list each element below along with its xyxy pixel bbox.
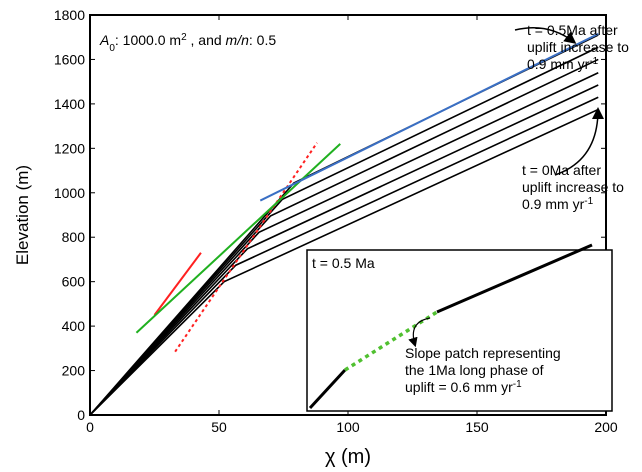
inset-arrow <box>408 317 431 348</box>
annotation-line: the 1Ma long phase of <box>405 362 544 378</box>
annotation-line: 0.9 mm yr-1 <box>522 196 594 213</box>
y-tick-label: 400 <box>62 318 86 334</box>
annotation-part: 2 <box>181 32 187 43</box>
series-line <box>174 142 318 353</box>
annotation-text: Slope patch representing <box>405 345 561 361</box>
annotation-line: Slope patch representing <box>405 345 561 361</box>
y-tick-label: 200 <box>62 363 86 379</box>
annotation-line: uplift increase to <box>527 39 629 55</box>
annotation-arrow <box>514 27 577 44</box>
y-tick-label: 1200 <box>54 140 85 156</box>
y-tick-label: 1600 <box>54 51 85 67</box>
y-tick-label: 0 <box>77 407 85 423</box>
inset-line <box>436 243 593 314</box>
x-axis-label: χ (m) <box>325 446 371 468</box>
annotation-text: t = 0Ma after <box>522 162 601 178</box>
x-tick-label: 50 <box>211 419 227 435</box>
y-tick-label: 600 <box>62 274 86 290</box>
annotation-text: t = 0.5 Ma <box>312 255 375 271</box>
x-tick-label: 0 <box>86 419 94 435</box>
annotation-text: uplift = 0.6 mm yr <box>405 379 513 395</box>
y-tick-label: 1000 <box>54 185 85 201</box>
annotation-sup: -1 <box>513 379 522 390</box>
series-line <box>89 96 599 416</box>
annotation-line: t = 0.5Ma after <box>527 22 618 38</box>
y-axis-label: Elevation (m) <box>13 165 32 265</box>
series-line <box>135 143 341 334</box>
annotation-text: uplift increase to <box>527 39 629 55</box>
annotation-line: uplift increase to <box>522 179 624 195</box>
annotation-part: A <box>99 32 109 48</box>
y-tick-label: 800 <box>62 229 86 245</box>
inset-line <box>308 368 347 410</box>
annotation-text: the 1Ma long phase of <box>405 362 544 378</box>
annotation-sup: -1 <box>584 196 593 207</box>
annotation-part: , and <box>187 32 226 48</box>
annotation-text: 0.9 mm yr <box>522 196 585 212</box>
annotation-line: uplift = 0.6 mm yr-1 <box>405 379 522 396</box>
inset-box <box>306 249 613 412</box>
annotation-line: t = 0.5 Ma <box>312 255 375 271</box>
annotation-part: : 1000.0 m <box>115 32 181 48</box>
y-tick-label: 1800 <box>54 7 85 23</box>
annotation-line: t = 0Ma after <box>522 162 601 178</box>
annotation-line: 0.9 mm yr-1 <box>527 56 599 73</box>
y-tick-label: 1400 <box>54 96 85 112</box>
annotation-text: 0.9 mm yr <box>527 56 590 72</box>
annotation-arrow <box>554 107 604 176</box>
annotation-part: : 0.5 <box>249 32 276 48</box>
x-tick-label: 200 <box>594 419 618 435</box>
annotations: A0: 1000.0 m2 , and m/n: 0.5 t = 0.5Ma af… <box>99 22 629 395</box>
annotation-part: m/n <box>226 32 250 48</box>
x-tick-label: 150 <box>465 419 489 435</box>
plot-frame <box>89 14 607 416</box>
annotation-text: t = 0.5Ma after <box>527 22 618 38</box>
annotation-part: 0 <box>109 43 115 54</box>
series-line <box>89 84 599 416</box>
annotation-sup: -1 <box>589 56 598 67</box>
series-line <box>89 108 599 416</box>
series-line <box>89 72 599 416</box>
series-line <box>259 32 599 202</box>
annotation-text: uplift increase to <box>522 179 624 195</box>
x-tick-label: 100 <box>336 419 360 435</box>
series-line <box>153 252 202 316</box>
plot-area: 0 50 100 150 200 0 200 400 600 800 1000 1200 1400 160… <box>54 7 618 435</box>
annotation: A0: 1000.0 m2 , and m/n: 0.5 <box>99 32 276 54</box>
inset-slope-patch <box>344 310 438 372</box>
